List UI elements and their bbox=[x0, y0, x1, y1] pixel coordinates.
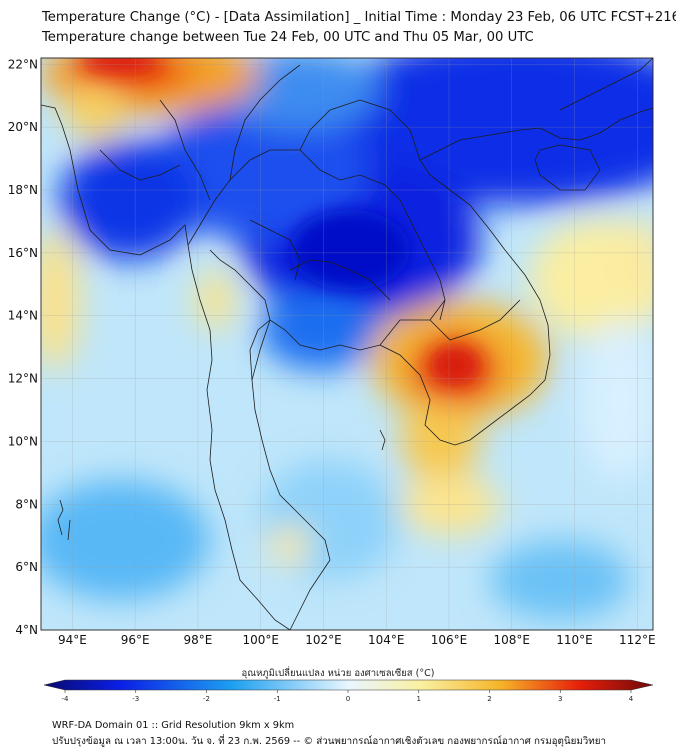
colorbar-tick-label: -4 bbox=[62, 695, 70, 703]
lat-tick-label: 20°N bbox=[8, 120, 38, 134]
lon-tick-label: 110°E bbox=[556, 633, 593, 647]
colorbar-tick-label: 1 bbox=[417, 695, 421, 703]
footer-model-info: WRF-DA Domain 01 :: Grid Resolution 9km … bbox=[52, 720, 295, 731]
lat-tick-label: 4°N bbox=[15, 623, 38, 637]
colorbar-label: อุณหภูมิเปลี่ยนแปลง หน่วย องศาเซลเซียส (… bbox=[241, 668, 435, 679]
lon-tick-label: 100°E bbox=[242, 633, 279, 647]
colorbar-tick-label: -2 bbox=[203, 695, 210, 703]
footer-update-info: ปรับปรุงข้อมูล ณ เวลา 13:00น. วัน จ. ที่… bbox=[52, 736, 606, 747]
lon-tick-label: 106°E bbox=[431, 633, 468, 647]
lat-tick-label: 8°N bbox=[15, 497, 38, 511]
coastlines-borders bbox=[41, 58, 653, 630]
lat-tick-label: 10°N bbox=[8, 434, 38, 448]
map-title: Temperature Change (°C) - [Data Assimila… bbox=[42, 10, 676, 25]
colorbar: -4 -3 -2 -1 0 1 2 3 4 bbox=[43, 679, 654, 703]
colorbar-tick-label: -1 bbox=[274, 695, 281, 703]
map-subtitle: Temperature change between Tue 24 Feb, 0… bbox=[42, 30, 534, 45]
lon-tick-label: 112°E bbox=[619, 633, 656, 647]
colorbar-ticks: -4 -3 -2 -1 0 1 2 3 4 bbox=[62, 690, 634, 703]
lon-tick-label: 108°E bbox=[494, 633, 531, 647]
longitude-labels: 94°E 96°E 98°E 100°E 102°E 104°E 106°E 108°E 110… bbox=[58, 633, 656, 647]
lon-tick-label: 94°E bbox=[58, 633, 87, 647]
colorbar-tick-label: 2 bbox=[487, 695, 491, 703]
lat-tick-label: 22°N bbox=[8, 57, 38, 71]
colorbar-tick-label: 3 bbox=[558, 695, 562, 703]
colorbar-tick-label: -3 bbox=[132, 695, 139, 703]
lon-tick-label: 98°E bbox=[183, 633, 212, 647]
lon-tick-label: 102°E bbox=[305, 633, 342, 647]
temperature-change-map: 94°E 96°E 98°E 100°E 102°E 104°E 106°E 108°E 110… bbox=[8, 57, 656, 647]
lat-tick-label: 12°N bbox=[8, 372, 38, 386]
lon-tick-label: 96°E bbox=[121, 633, 150, 647]
map-figure: 94°E 96°E 98°E 100°E 102°E 104°E 106°E 108°E 110… bbox=[8, 57, 656, 647]
lat-tick-label: 14°N bbox=[8, 309, 38, 323]
colorbar-tick-label: 4 bbox=[629, 695, 634, 703]
latitude-labels: 22°N 20°N 18°N 16°N 14°N 12°N 10°N 8°N 6°N 4°N bbox=[8, 57, 38, 637]
lat-tick-label: 18°N bbox=[8, 183, 38, 197]
colorbar-tick-label: 0 bbox=[346, 695, 350, 703]
map-frame bbox=[40, 57, 654, 631]
temperature-field bbox=[41, 58, 653, 630]
map-gridlines bbox=[41, 58, 653, 631]
lat-tick-label: 6°N bbox=[15, 560, 38, 574]
colorbar-bar bbox=[43, 679, 654, 691]
lon-tick-label: 104°E bbox=[368, 633, 405, 647]
lat-tick-label: 16°N bbox=[8, 246, 38, 260]
